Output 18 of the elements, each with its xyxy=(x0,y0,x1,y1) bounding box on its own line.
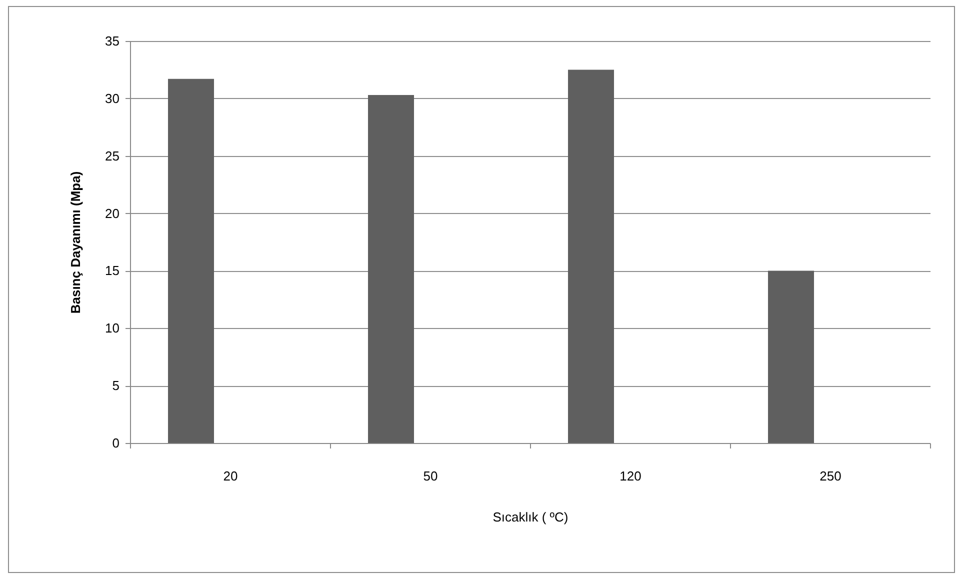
y-tick-label: 0 xyxy=(112,436,120,450)
y-tick-label: 15 xyxy=(105,263,120,278)
y-tick-label: 5 xyxy=(112,378,120,394)
y-tick-label: 30 xyxy=(105,90,120,106)
bar xyxy=(168,78,214,443)
bar xyxy=(368,94,414,443)
y-tick-label: 20 xyxy=(105,206,120,221)
x-axis-title: Sıcaklık ( ºC) xyxy=(492,510,568,524)
y-tick-label: 35 xyxy=(105,34,120,48)
x-tick-label: 20 xyxy=(223,468,238,484)
bar xyxy=(568,70,614,443)
bar xyxy=(768,270,814,443)
y-tick-label: 25 xyxy=(105,148,120,164)
x-tick-label: 250 xyxy=(820,468,842,484)
y-axis-title: Basınç Dayanımı (Mpa) xyxy=(68,171,84,314)
y-tick-label: 10 xyxy=(105,320,120,336)
x-tick-label: 120 xyxy=(620,468,642,484)
x-tick-label: 50 xyxy=(423,468,438,484)
